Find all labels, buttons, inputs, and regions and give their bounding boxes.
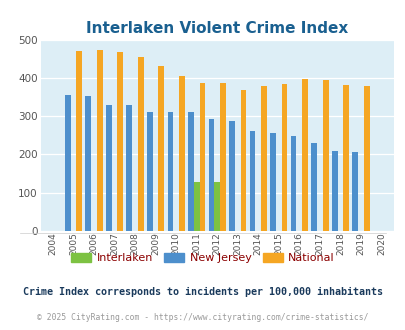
Bar: [126, 105, 132, 231]
Bar: [240, 90, 246, 231]
Bar: [85, 96, 91, 231]
Bar: [138, 57, 143, 231]
Bar: [281, 84, 287, 231]
Bar: [117, 52, 123, 231]
Bar: [311, 143, 316, 231]
Bar: [363, 86, 369, 231]
Bar: [158, 66, 164, 231]
Text: Crime Index corresponds to incidents per 100,000 inhabitants: Crime Index corresponds to incidents per…: [23, 287, 382, 297]
Title: Interlaken Violent Crime Index: Interlaken Violent Crime Index: [86, 21, 347, 36]
Bar: [106, 105, 111, 231]
Legend: Interlaken, New Jersey, National: Interlaken, New Jersey, National: [66, 248, 339, 267]
Bar: [65, 95, 70, 231]
Bar: [199, 83, 205, 231]
Bar: [260, 86, 266, 231]
Bar: [331, 150, 337, 231]
Bar: [220, 83, 225, 231]
Bar: [167, 112, 173, 231]
Bar: [188, 112, 193, 231]
Bar: [301, 79, 307, 231]
Bar: [214, 182, 220, 231]
Bar: [147, 112, 152, 231]
Bar: [208, 119, 214, 231]
Bar: [179, 76, 184, 231]
Bar: [290, 136, 296, 231]
Bar: [249, 131, 255, 231]
Bar: [97, 50, 102, 231]
Bar: [322, 80, 328, 231]
Bar: [228, 121, 234, 231]
Text: © 2025 CityRating.com - https://www.cityrating.com/crime-statistics/: © 2025 CityRating.com - https://www.city…: [37, 313, 368, 322]
Bar: [193, 182, 199, 231]
Bar: [76, 51, 82, 231]
Bar: [352, 152, 357, 231]
Bar: [343, 85, 348, 231]
Bar: [270, 133, 275, 231]
